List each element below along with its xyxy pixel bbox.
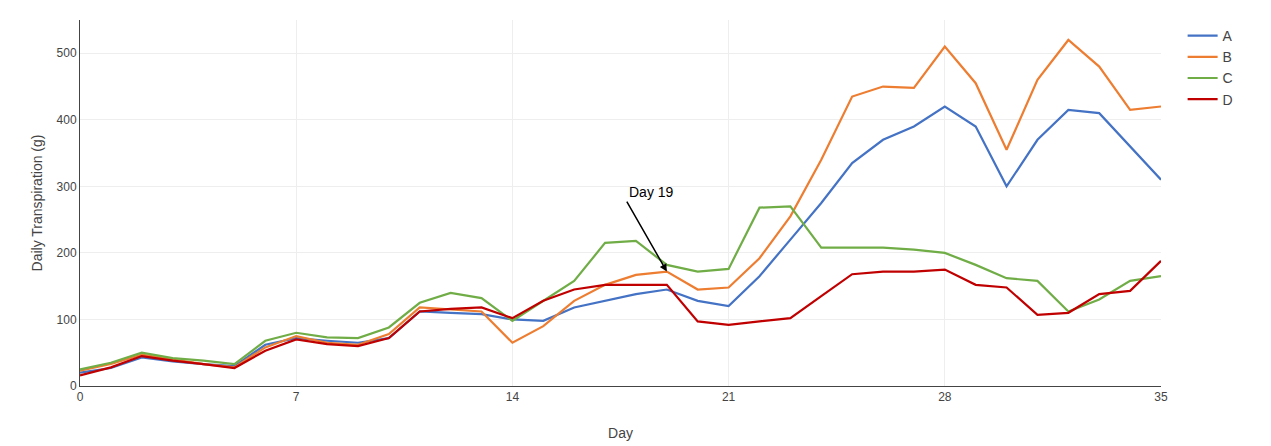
svg-text:A: A	[1223, 28, 1233, 44]
svg-text:400: 400	[57, 113, 77, 127]
svg-text:C: C	[1223, 70, 1233, 86]
svg-text:35: 35	[1154, 390, 1168, 404]
svg-text:Day 19: Day 19	[629, 184, 674, 200]
svg-text:200: 200	[57, 246, 77, 260]
svg-text:7: 7	[293, 390, 300, 404]
svg-text:Day: Day	[608, 425, 633, 441]
svg-text:0: 0	[77, 390, 84, 404]
svg-text:D: D	[1223, 92, 1233, 108]
svg-text:14: 14	[506, 390, 520, 404]
svg-text:21: 21	[722, 390, 736, 404]
svg-text:100: 100	[57, 313, 77, 327]
svg-text:B: B	[1223, 49, 1232, 65]
svg-text:0: 0	[70, 379, 77, 393]
svg-text:Daily Transpiration (g): Daily Transpiration (g)	[29, 135, 45, 272]
svg-text:28: 28	[938, 390, 952, 404]
svg-text:500: 500	[57, 46, 77, 60]
svg-text:300: 300	[57, 180, 77, 194]
